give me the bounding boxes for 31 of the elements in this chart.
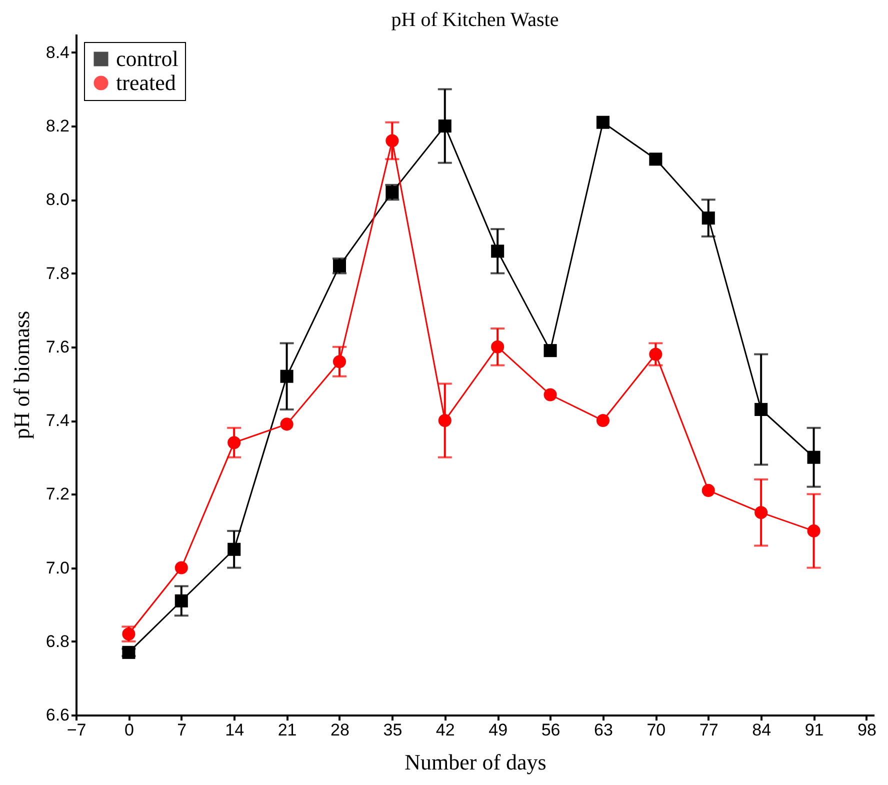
y-tick-label: 7.2: [46, 484, 70, 504]
x-tick-label: 77: [699, 720, 718, 740]
x-tick-label: 84: [752, 720, 772, 740]
x-tick-label: −7: [66, 720, 86, 740]
x-tick-label: 91: [804, 720, 824, 740]
x-tick-label: 49: [488, 720, 508, 740]
x-tick-label: 56: [541, 720, 560, 740]
legend-label: control: [116, 46, 178, 71]
x-tick-label: 14: [225, 720, 244, 740]
y-tick-label: 7.8: [46, 264, 70, 283]
y-tick-label: 7.0: [46, 558, 70, 578]
legend-label: treated: [116, 70, 176, 95]
x-tick-label: 63: [594, 720, 613, 740]
chart-title: pH of Kitchen Waste: [391, 9, 559, 31]
x-tick-label: 42: [436, 720, 455, 740]
y-tick-label: 7.4: [46, 411, 70, 430]
x-tick-label: 70: [646, 720, 666, 740]
x-tick-label: 98: [858, 720, 876, 740]
x-tick-label: 7: [177, 720, 187, 740]
x-tick-label: 21: [278, 720, 297, 740]
y-axis-title: pH of biomass: [8, 310, 34, 440]
x-axis-title: Number of days: [404, 750, 546, 774]
x-tick-label: 0: [124, 720, 134, 740]
y-tick-label: 8.0: [46, 190, 70, 210]
y-tick-label: 8.4: [46, 42, 70, 62]
y-tick-label: 8.2: [46, 116, 70, 136]
y-tick-label: 6.8: [46, 632, 70, 651]
y-tick-label: 6.6: [46, 706, 70, 724]
y-tick-label: 7.6: [46, 337, 70, 356]
x-tick-label: 28: [330, 720, 350, 740]
x-tick-label: 35: [383, 720, 402, 740]
